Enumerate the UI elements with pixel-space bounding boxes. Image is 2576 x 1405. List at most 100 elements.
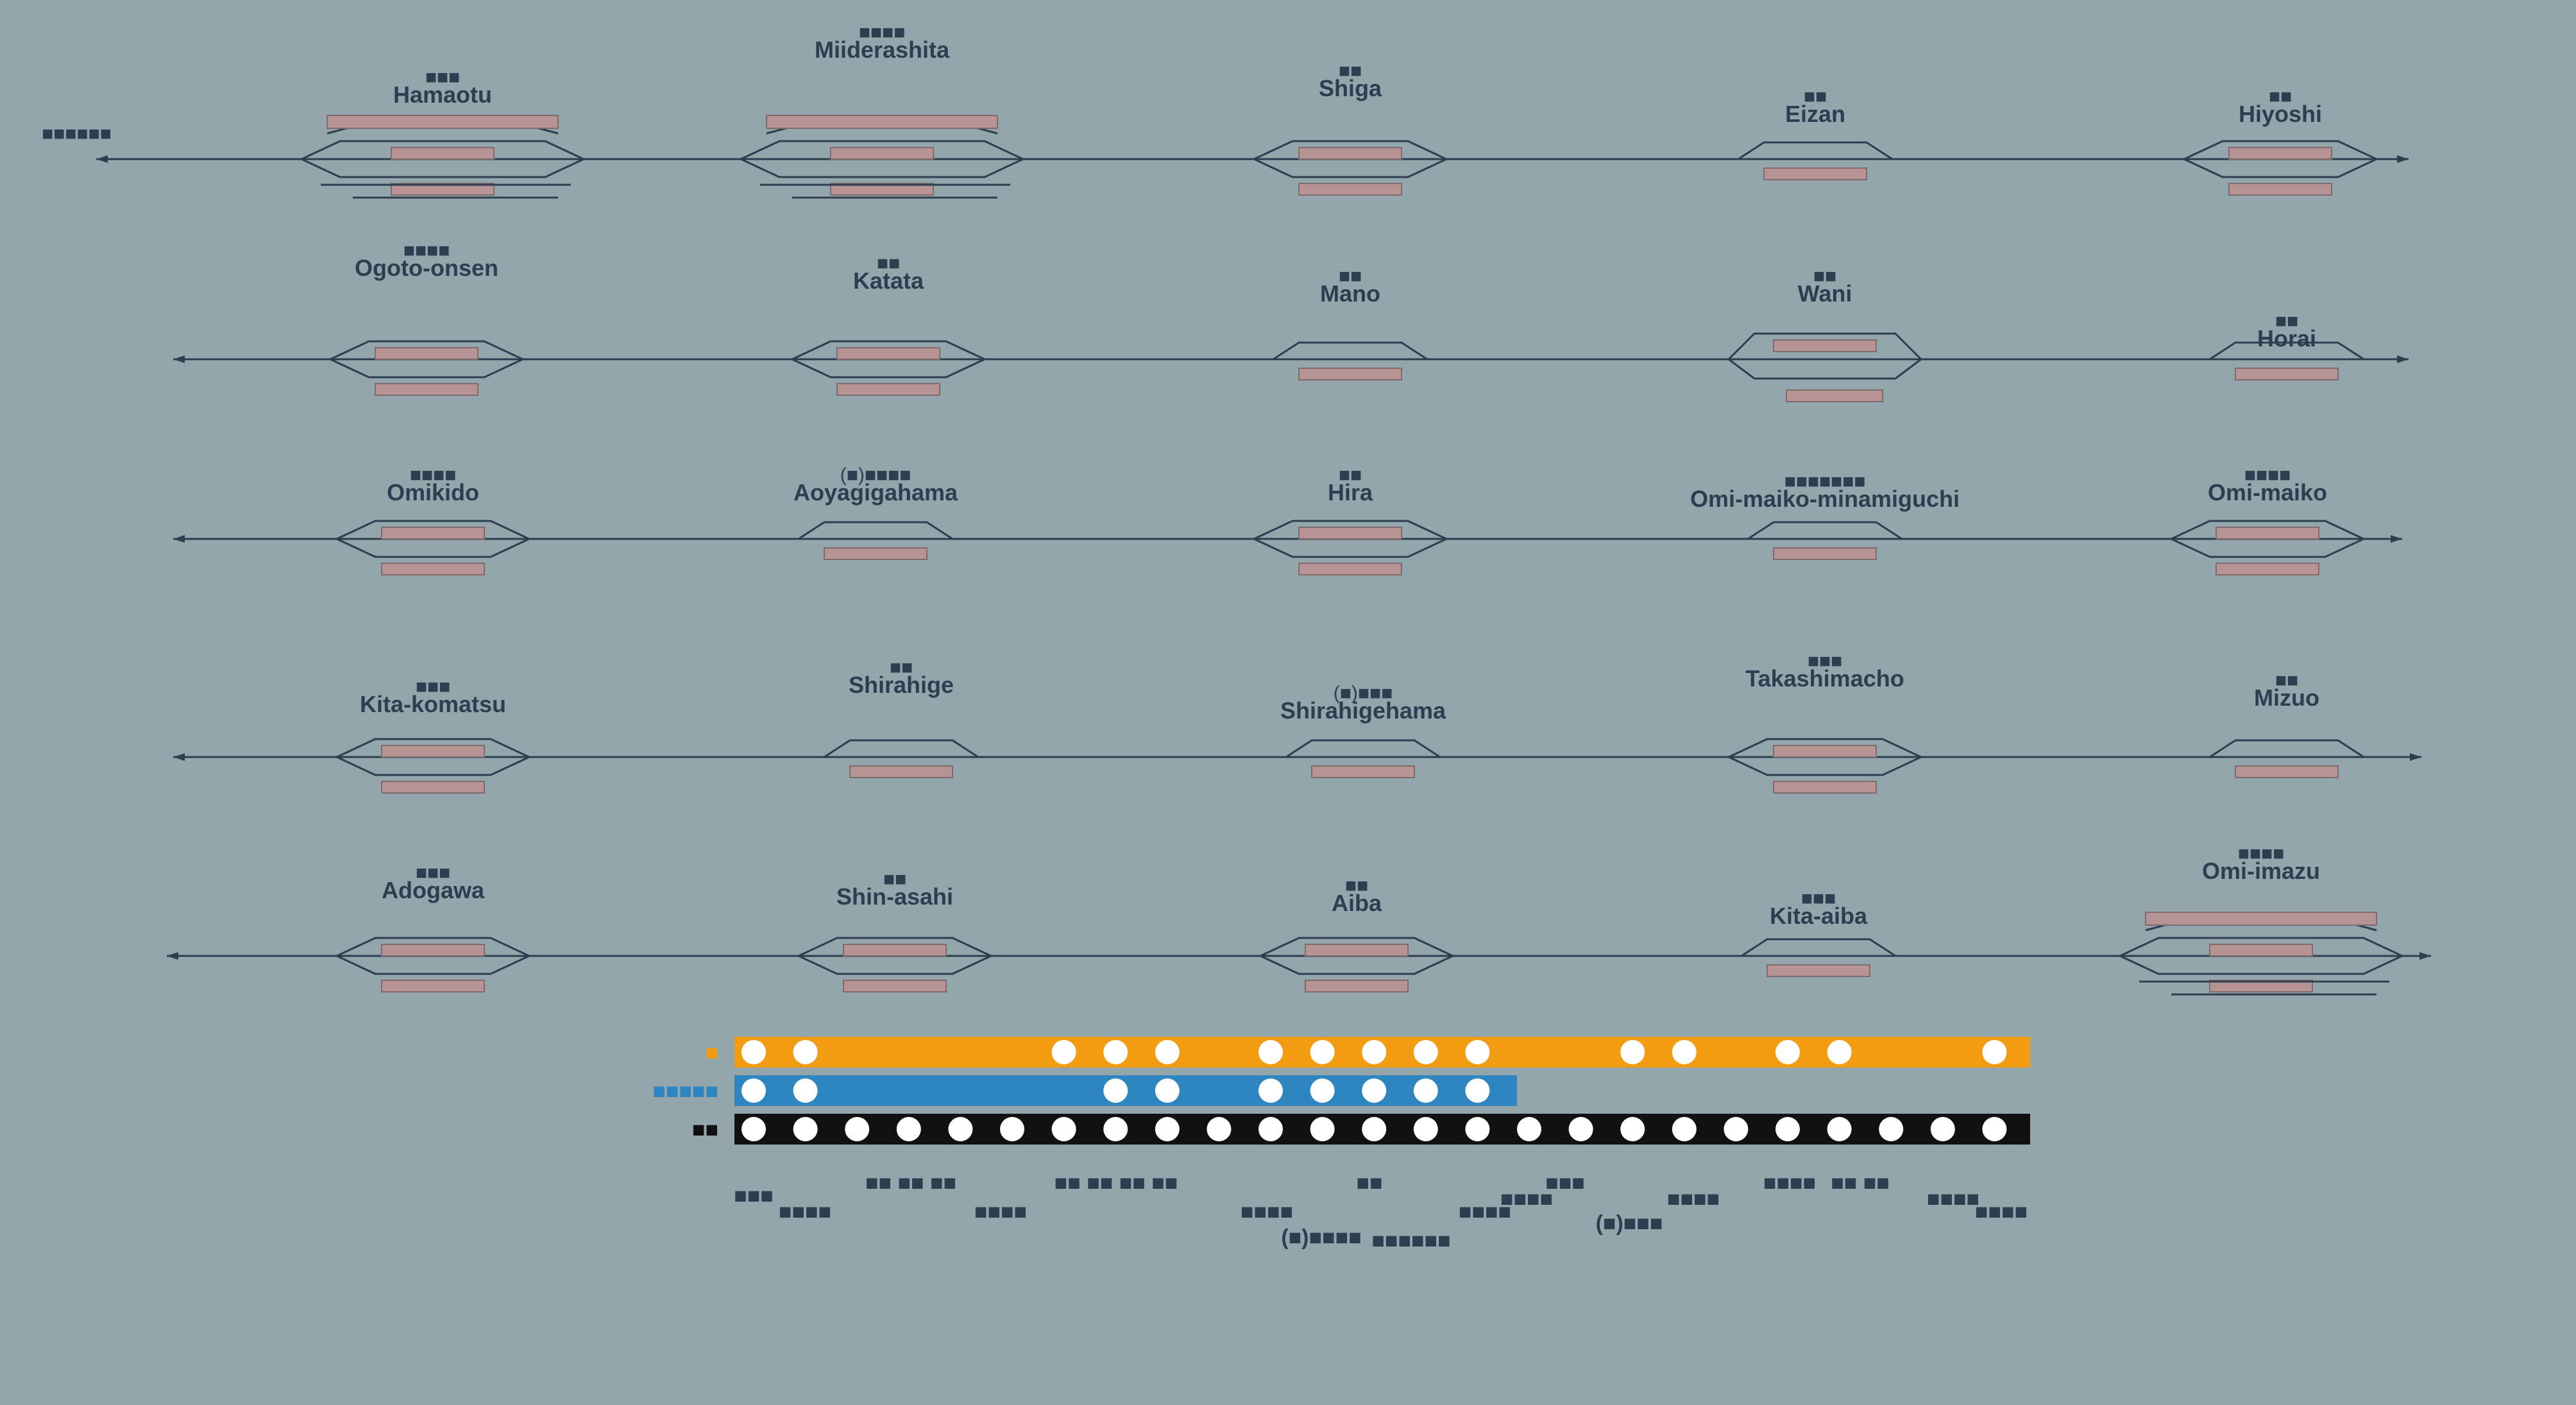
platform: [836, 347, 940, 360]
stop-marker: [1207, 1117, 1232, 1141]
service-label: ■■: [692, 1118, 718, 1142]
siding-track: [824, 739, 979, 758]
platform: [391, 147, 495, 160]
platform: [836, 383, 940, 396]
station-label-layer: ■■■Hamaotu■■■■Miiderashita■■Shiga ■■Eizan…: [355, 22, 2327, 929]
platform: [1773, 547, 1877, 560]
station-name: Omi-maiko: [2208, 479, 2327, 506]
siding-track: [1728, 358, 1922, 380]
platform: [1298, 147, 1402, 160]
station-name-jp: ■■: [1345, 875, 1368, 896]
platform: [381, 781, 485, 794]
service-label: ■: [705, 1041, 718, 1065]
siding-track: [2183, 158, 2377, 178]
station-name: Omikido: [387, 479, 479, 506]
station-name: Eizan: [1785, 101, 1845, 127]
stop-marker: [1827, 1117, 1852, 1141]
platform: [849, 765, 953, 778]
stop-marker: [1310, 1040, 1335, 1064]
stop-name-label: ■■■■: [1459, 1200, 1511, 1224]
siding-track: [1728, 738, 1922, 758]
stop-marker: [845, 1117, 870, 1141]
stop-name-label: ■■■■■■: [1371, 1229, 1450, 1253]
platform: [2216, 527, 2319, 540]
stop-marker: [1724, 1117, 1749, 1141]
stop-marker: [741, 1117, 766, 1141]
stop-marker: [1155, 1040, 1180, 1064]
station-name-jp: ■■: [890, 657, 913, 678]
stop-marker: [1258, 1117, 1283, 1141]
siding-track: [792, 340, 985, 361]
stop-marker: [741, 1078, 766, 1103]
siding-track: [740, 140, 1024, 160]
station-name: Kita-aiba: [1770, 903, 1868, 929]
siding-track: [336, 937, 530, 957]
arrow-left-icon: [96, 155, 108, 163]
station-name-jp: ■■: [2275, 311, 2298, 332]
siding-track: [1253, 140, 1447, 160]
stop-marker: [1258, 1078, 1283, 1103]
siding-track: [330, 358, 523, 379]
station-name-jp: ■■■■: [2238, 843, 2284, 864]
platform: [2145, 912, 2377, 926]
station-name-jp: ■■: [1339, 464, 1362, 486]
station-name: Shirahige: [849, 672, 954, 698]
station-name-jp: ■■: [2269, 86, 2292, 107]
stop-marker: [1982, 1040, 2007, 1064]
platform: [1298, 527, 1402, 540]
siding-track: [1747, 521, 1902, 540]
platform: [1298, 563, 1402, 575]
station-name: Mano: [1320, 280, 1380, 307]
station-name: Adogawa: [382, 877, 485, 903]
siding-track: [330, 340, 523, 361]
siding-track: [2171, 520, 2364, 540]
stop-name-label: ■■■■: [1667, 1187, 1720, 1211]
platform: [1786, 389, 1883, 402]
platform: [381, 527, 485, 540]
platform: [326, 115, 559, 129]
stop-marker: [1672, 1117, 1697, 1141]
station-name-jp: ■■: [877, 253, 900, 274]
arrow-left-icon: [173, 535, 185, 543]
station-name: Wani: [1798, 280, 1852, 307]
station-name: Shin-asahi: [836, 883, 953, 910]
platform: [766, 115, 998, 129]
platform: [830, 147, 934, 160]
arrow-right-icon: [2419, 952, 2431, 960]
stop-name-label: ■■■■: [1500, 1187, 1553, 1211]
stop-marker: [1362, 1040, 1387, 1064]
arrow-right-icon: [2391, 535, 2402, 543]
station-name-jp: ■■■: [425, 67, 460, 88]
stop-marker: [1517, 1117, 1541, 1141]
platform: [375, 383, 479, 396]
stop-marker: [1103, 1078, 1128, 1103]
platform: [381, 980, 485, 992]
siding-track: [2183, 140, 2377, 160]
stop-name-label: ■■■■: [1975, 1200, 2028, 1224]
siding-track: [301, 158, 584, 178]
stop-name-label: (■)■■■■: [1281, 1225, 1361, 1250]
siding-track: [336, 520, 530, 540]
station-name: Aoyagigahama: [793, 479, 958, 506]
siding-track: [1273, 341, 1428, 361]
station-name-jp: (■)■■■: [1334, 683, 1393, 704]
platform: [2209, 980, 2313, 992]
arrow-right-icon: [2397, 155, 2409, 163]
stop-name-label: ■■■: [1545, 1171, 1585, 1195]
stop-marker: [1672, 1040, 1697, 1064]
stop-marker: [1775, 1117, 1800, 1141]
station-name-jp: ■■■: [1801, 888, 1836, 909]
stop-marker: [1310, 1117, 1335, 1141]
siding-track: [1260, 937, 1453, 957]
platform: [2216, 563, 2319, 575]
platform: [1305, 944, 1409, 957]
station-name: Kita-komatsu: [360, 691, 506, 717]
siding-track: [1741, 938, 1896, 957]
siding-track: [1253, 158, 1447, 178]
platform: [843, 980, 947, 992]
station-name: Horai: [2257, 325, 2316, 352]
stop-marker: [1775, 1040, 1800, 1064]
station-name: Ogoto-onsen: [355, 255, 498, 281]
station-name: Takashimacho: [1745, 665, 1904, 692]
